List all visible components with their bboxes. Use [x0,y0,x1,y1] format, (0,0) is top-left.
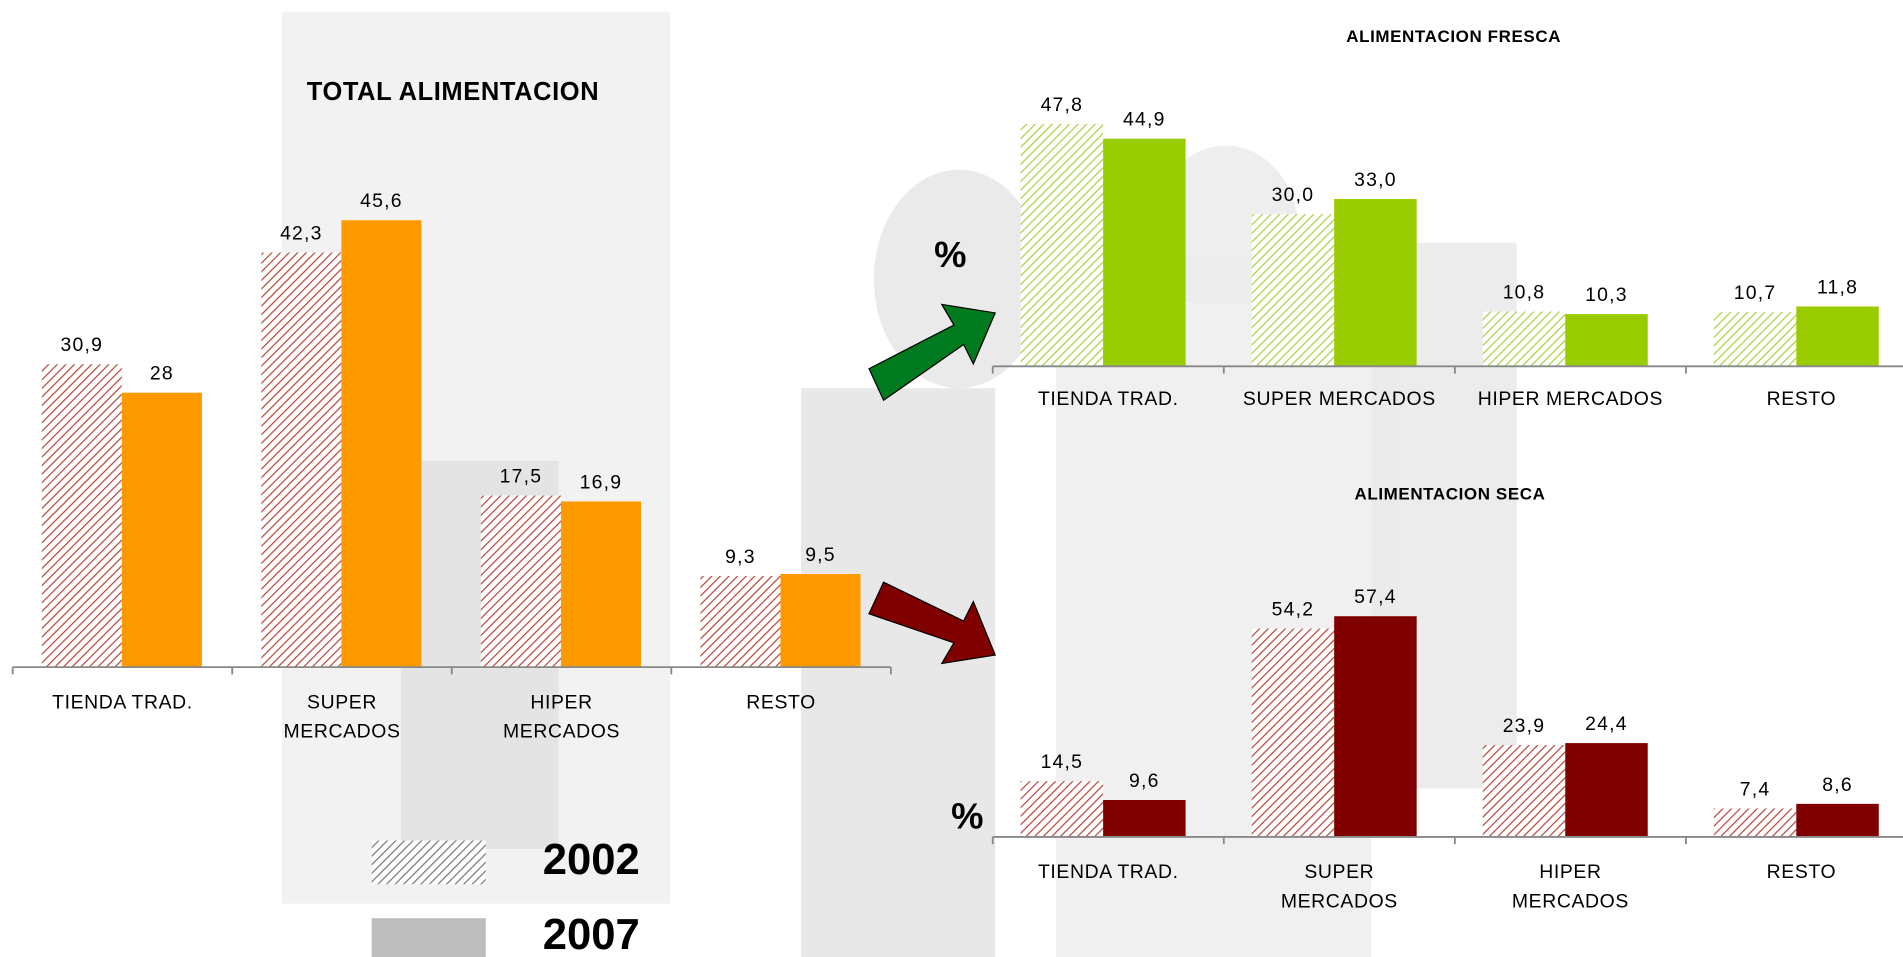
legend-swatch-2007 [372,918,486,957]
bar [1334,199,1416,366]
x-tick-label: SUPER MERCADOS [1212,859,1467,917]
chart-title: ALIMENTACION FRESCA [1346,27,1561,46]
value-label: 33,0 [1354,169,1397,191]
value-label: 57,4 [1354,586,1397,608]
bar [1714,808,1796,836]
value-label: 30,9 [61,334,104,356]
value-label: 45,6 [360,190,403,212]
bar [1334,616,1416,837]
bar [1483,745,1565,837]
bar [1796,804,1878,837]
bar [1483,312,1565,367]
bar [42,364,122,667]
x-tick-label-box: RESTO [1674,386,1903,454]
value-label: 28 [150,363,174,385]
value-label: 9,5 [805,544,836,566]
bar [561,501,641,667]
x-tick-label-box: TIENDA TRAD. [981,859,1236,927]
x-tick-label-box: SUPER MERCADOS [1212,859,1467,927]
chart-title: TOTAL ALIMENTACION [307,78,599,106]
x-tick-label: SUPER MERCADOS [1212,386,1467,415]
value-label: 24,4 [1585,713,1628,735]
chart-title: ALIMENTACION SECA [1355,484,1546,503]
x-tick-label-box: RESTO [659,689,903,757]
x-tick-label-box: RESTO [1674,859,1903,927]
legend-label: 2007 [543,910,640,957]
value-label: 10,7 [1734,282,1777,304]
bar [1103,139,1185,367]
x-tick-label-box: SUPER MERCADOS [1212,386,1467,454]
x-tick-label: RESTO [1674,386,1903,415]
bar [1252,214,1334,366]
bar [1252,629,1334,837]
value-label: 30,0 [1272,184,1315,206]
x-tick-label: TIENDA TRAD. [1,689,245,718]
value-label: 44,9 [1123,109,1166,131]
x-tick-label: SUPER MERCADOS [220,689,464,747]
value-label: 47,8 [1041,94,1084,116]
value-label: 14,5 [1041,751,1084,773]
x-tick-label: RESTO [659,689,903,718]
value-label: 10,8 [1503,281,1546,303]
value-label: 17,5 [500,466,543,488]
bar [261,253,341,668]
value-label: 8,6 [1822,774,1853,796]
bar [122,393,202,667]
legend-swatch-2002 [372,841,486,885]
x-tick-label-box: TIENDA TRAD. [981,386,1236,454]
bar [1565,314,1647,366]
bar [1714,312,1796,366]
value-label: 9,3 [725,546,756,568]
value-label: 7,4 [1740,778,1771,800]
bar [1021,781,1103,837]
bar [1796,306,1878,366]
x-tick-label-box: HIPER MERCADOS [1443,386,1698,454]
value-label: 11,8 [1817,276,1858,298]
x-tick-label: HIPER MERCADOS [1443,386,1698,415]
legend-label: 2002 [543,835,640,884]
bar [341,220,421,667]
bar [1103,800,1185,837]
x-tick-label: RESTO [1674,859,1903,888]
x-tick-label: HIPER MERCADOS [1443,859,1698,917]
page: TOTAL ALIMENTACION 30,9 42,3 17,5 9,3 28 45,6 1… [0,0,1903,957]
x-tick-label-box: SUPER MERCADOS [220,689,464,757]
x-tick-label: HIPER MERCADOS [440,689,684,747]
value-label: 9,6 [1129,770,1160,792]
unit-label: % [934,234,966,275]
x-tick-label-box: HIPER MERCADOS [1443,859,1698,927]
bar [1565,743,1647,837]
value-label: 54,2 [1272,598,1315,620]
value-label: 10,3 [1585,284,1628,306]
x-tick-label-box: TIENDA TRAD. [1,689,245,757]
x-tick-label: TIENDA TRAD. [981,386,1236,415]
x-tick-label: TIENDA TRAD. [981,859,1236,888]
unit-label: % [951,795,983,836]
bar [700,576,780,667]
value-label: 42,3 [280,222,323,244]
bar [780,574,860,667]
value-label: 16,9 [580,471,623,493]
bar [481,496,561,668]
value-label: 23,9 [1503,715,1546,737]
bar [1021,124,1103,366]
x-tick-label-box: HIPER MERCADOS [440,689,684,757]
